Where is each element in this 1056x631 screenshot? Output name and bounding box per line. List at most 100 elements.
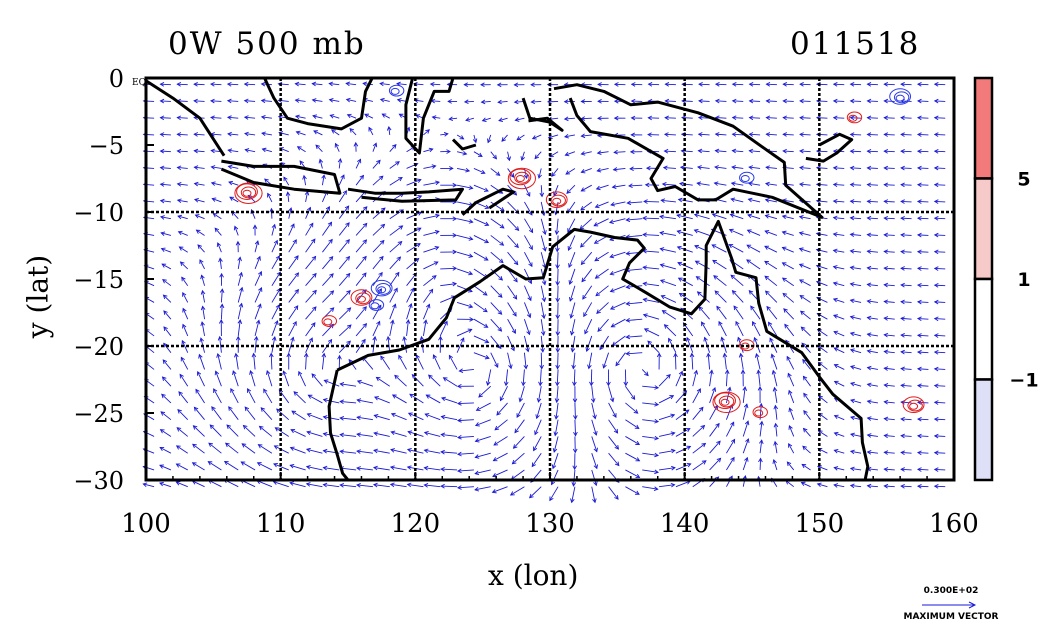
wind-vector [278, 389, 290, 404]
wind-vector [499, 385, 508, 402]
wind-vector [866, 165, 878, 171]
wind-vector [337, 157, 343, 169]
wind-vector [799, 279, 811, 287]
wind-vector [442, 377, 458, 387]
wind-vector [916, 333, 929, 338]
wind-vector [290, 428, 306, 437]
wind-vector [833, 483, 845, 488]
wind-vector [321, 352, 327, 370]
wind-vector [786, 461, 795, 471]
wind-vector [773, 422, 779, 437]
wind-vector [611, 335, 626, 346]
wind-vector [709, 457, 722, 471]
wind-vector [389, 177, 403, 186]
wind-vector [254, 303, 262, 320]
wind-vector [473, 235, 490, 244]
wind-vector [798, 263, 811, 270]
wind-vector [613, 115, 626, 121]
wind-vector [766, 305, 778, 320]
wind-vector [507, 235, 519, 249]
wind-vector [933, 282, 946, 288]
wind-vector [490, 352, 499, 368]
wind-vector [176, 165, 188, 171]
wind-vector [507, 268, 518, 283]
wind-vector [798, 215, 811, 220]
wind-vector [629, 166, 643, 172]
wind-vector [833, 380, 845, 387]
wind-vector [422, 303, 431, 320]
wind-vector [523, 352, 529, 370]
wind-vector [801, 342, 811, 354]
wind-vector [533, 436, 542, 452]
wind-vector [390, 412, 407, 421]
wind-vector [283, 176, 290, 186]
wind-vector [849, 315, 862, 320]
wind-vector [355, 255, 367, 270]
wind-vector [659, 247, 677, 253]
wind-vector [849, 115, 862, 121]
wind-vector [260, 98, 272, 104]
wind-vector [406, 287, 415, 303]
wind-vector [642, 418, 660, 424]
wind-vector [465, 117, 475, 122]
wind-vector [524, 218, 534, 234]
vorticity-contour [323, 318, 333, 326]
wind-vector [883, 215, 895, 221]
wind-vector [611, 184, 626, 190]
wind-vector [457, 485, 474, 490]
wind-vector [773, 440, 778, 454]
wind-vector [609, 268, 626, 276]
wind-vector [463, 82, 474, 87]
wind-vector [271, 255, 280, 270]
wind-vector [524, 251, 533, 268]
wind-vector [625, 301, 643, 306]
wind-vector [647, 115, 660, 121]
wind-vector [214, 227, 222, 236]
wind-vector [389, 482, 407, 488]
wind-vector [596, 302, 609, 314]
wind-vector [802, 445, 811, 454]
wind-vector [389, 319, 395, 337]
wind-vector [883, 316, 895, 321]
wind-vector [355, 174, 365, 186]
wind-vector [473, 302, 488, 313]
wind-vector [458, 368, 474, 373]
wind-vector [405, 319, 411, 337]
wind-vector [159, 481, 172, 488]
wind-vector [348, 358, 357, 370]
wind-vector [573, 419, 578, 437]
wind-vector [849, 199, 862, 204]
wind-vector [713, 275, 727, 287]
wind-vector [742, 438, 750, 454]
wind-vector [750, 305, 761, 320]
wind-vector [866, 98, 878, 104]
wind-vector [523, 302, 532, 319]
wind-vector [731, 289, 744, 303]
wind-vector [698, 98, 710, 104]
wind-vector [271, 271, 281, 286]
wind-vector [625, 419, 640, 429]
wind-vector [447, 99, 458, 104]
wind-vector [596, 150, 609, 155]
wind-vector [474, 436, 491, 443]
wind-vector [613, 149, 626, 155]
wind-vector [883, 349, 895, 355]
wind-vector [916, 316, 929, 322]
wind-vector [629, 149, 643, 155]
wind-vector [933, 266, 946, 271]
wind-vector [286, 352, 292, 370]
wind-vector [754, 352, 761, 370]
wind-vector [288, 320, 297, 337]
wind-vector [916, 483, 929, 489]
coast-segment [220, 159, 342, 195]
wind-vector [849, 232, 862, 238]
wind-vector [572, 369, 577, 387]
wind-vector [210, 98, 222, 104]
wind-vector [338, 290, 351, 303]
wind-vector [230, 387, 239, 404]
wind-vector [440, 449, 458, 455]
wind-vector [788, 424, 795, 437]
wind-vector [440, 281, 458, 287]
colorbar-label: 1 [1017, 269, 1030, 291]
wind-vector [311, 81, 323, 87]
